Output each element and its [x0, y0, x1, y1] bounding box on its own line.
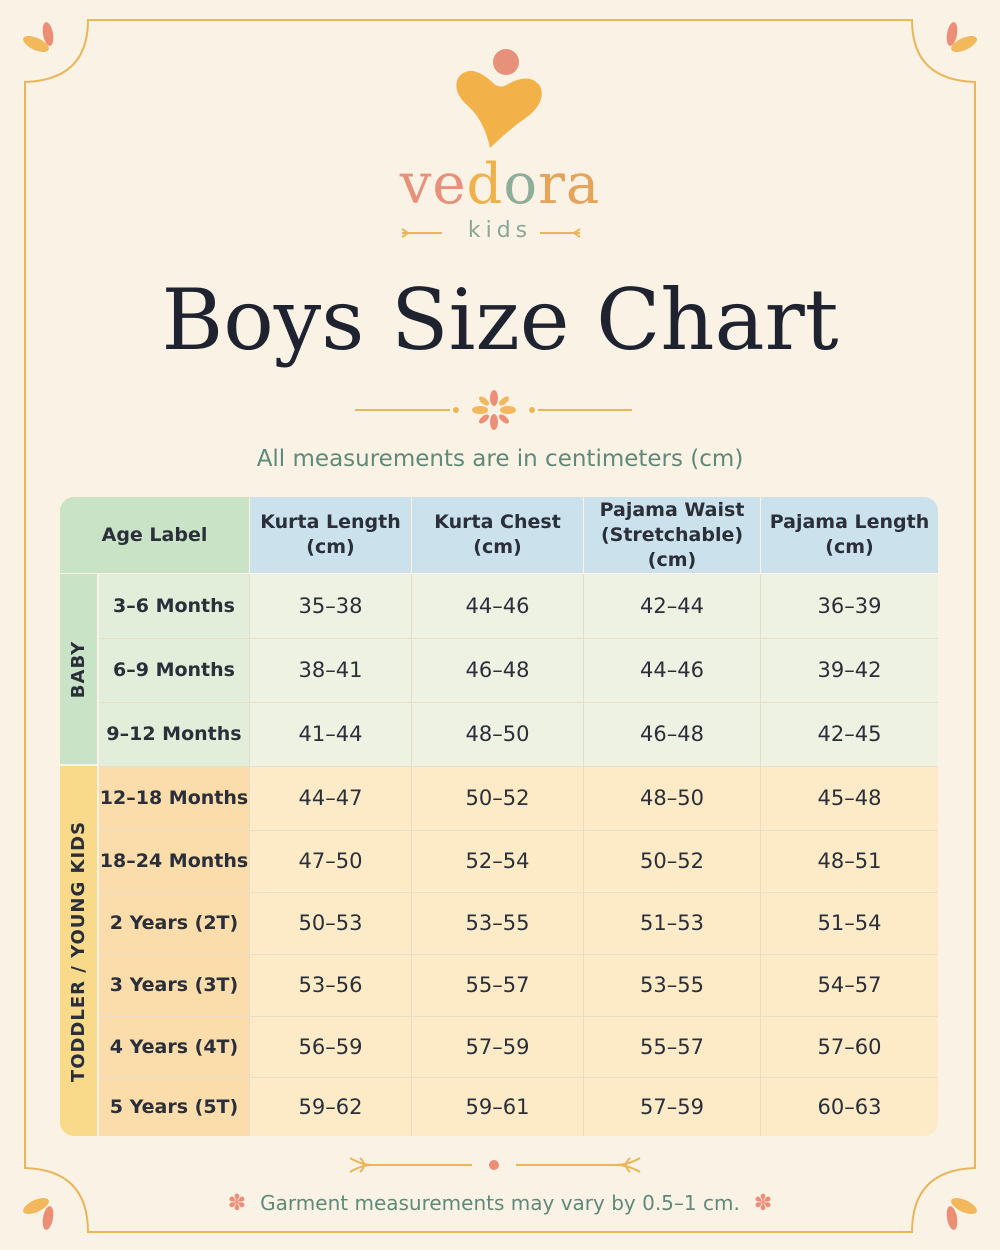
- table-cell: 41–44: [250, 702, 411, 766]
- table-cell: 59–61: [412, 1077, 583, 1136]
- column-header-label: Kurta Chest: [434, 511, 561, 533]
- column-header: Pajama Waist (Stretchable) (cm): [584, 497, 760, 573]
- row-divider: [99, 638, 938, 639]
- table-cell: 38–41: [250, 638, 411, 702]
- table-cell: 50–52: [412, 766, 583, 830]
- table-cell: 53–56: [250, 954, 411, 1016]
- column-header-label: Kurta Length: [260, 511, 401, 533]
- age-label-cell: 3–6 Months: [99, 574, 249, 638]
- age-label-cell: 6–9 Months: [99, 638, 249, 702]
- row-divider: [99, 1077, 938, 1078]
- row-divider: [99, 830, 938, 831]
- table-cell: 46–48: [584, 702, 760, 766]
- page-subtitle: All measurements are in centimeters (cm): [256, 446, 744, 472]
- column-header-label: Pajama Length: [769, 511, 930, 533]
- brand-name: vedora: [0, 150, 1000, 220]
- brand-subname: kids: [467, 218, 533, 243]
- column-header-unit: (Stretchable) (cm): [600, 523, 744, 571]
- sub-brand-ornament: [401, 228, 581, 238]
- column-divider: [411, 574, 412, 1136]
- column-divider: [583, 574, 584, 1136]
- table-cell: 56–59: [250, 1016, 411, 1077]
- table-cell: 57–59: [584, 1077, 760, 1136]
- table-cell: 48–51: [761, 830, 938, 892]
- group-label-text: BABY: [68, 640, 90, 698]
- column-header: Kurta Chest (cm): [412, 497, 583, 573]
- age-label-cell: 12–18 Months: [99, 766, 249, 830]
- group-label-text: TODDLER / YOUNG KIDS: [68, 820, 90, 1082]
- column-header-label: Age Label: [101, 523, 208, 546]
- column-divider: [760, 574, 761, 1136]
- row-divider: [99, 954, 938, 955]
- table-cell: 59–62: [250, 1077, 411, 1136]
- row-divider: [99, 1016, 938, 1017]
- column-divider: [249, 574, 250, 1136]
- table-cell: 50–52: [584, 830, 760, 892]
- column-header-unit: (cm): [473, 536, 522, 558]
- brand-name-part: d: [466, 152, 504, 217]
- table-cell: 53–55: [584, 954, 760, 1016]
- table-cell: 52–54: [412, 830, 583, 892]
- footnote-text: Garment measurements may vary by 0.5–1 c…: [260, 1191, 740, 1215]
- flower-icon: ✽: [753, 1191, 773, 1216]
- table-cell: 57–59: [412, 1016, 583, 1077]
- table-cell: 44–46: [584, 638, 760, 702]
- brand-name-part: o: [503, 152, 539, 217]
- column-header-label: Pajama Waist: [599, 498, 745, 521]
- age-label-cell: 9–12 Months: [99, 702, 249, 766]
- size-chart-table: Age Label Kurta Length (cm) Kurta Chest (cm)…: [60, 497, 938, 1136]
- age-label-cell: 18–24 Months: [99, 830, 249, 892]
- table-cell: 36–39: [761, 574, 938, 638]
- page-title: Boys Size Chart: [161, 271, 839, 369]
- heart-person-icon: [456, 49, 542, 148]
- column-header: Pajama Length (cm): [761, 497, 938, 573]
- age-label-cell: 3 Years (3T): [99, 954, 249, 1016]
- column-header-unit: (cm): [306, 536, 355, 558]
- group-label: BABY: [60, 574, 97, 764]
- table-cell: 53–55: [412, 892, 583, 954]
- table-cell: 51–53: [584, 892, 760, 954]
- table-cell: 50–53: [250, 892, 411, 954]
- table-cell: 48–50: [584, 766, 760, 830]
- table-cell: 48–50: [412, 702, 583, 766]
- table-cell: 60–63: [761, 1077, 938, 1136]
- table-cell: 35–38: [250, 574, 411, 638]
- flower-icon: ✽: [227, 1191, 247, 1216]
- table-cell: 55–57: [584, 1016, 760, 1077]
- table-cell: 55–57: [412, 954, 583, 1016]
- brand-name-part: ra: [538, 152, 601, 217]
- brand-name-part: ve: [399, 152, 467, 217]
- age-label-cell: 4 Years (4T): [99, 1016, 249, 1077]
- table-cell: 47–50: [250, 830, 411, 892]
- title-divider-ornament: [355, 390, 632, 430]
- column-header-unit: (cm): [825, 536, 874, 558]
- table-cell: 54–57: [761, 954, 938, 1016]
- table-cell: 51–54: [761, 892, 938, 954]
- group-label: TODDLER / YOUNG KIDS: [60, 766, 97, 1136]
- age-label-cell: 5 Years (5T): [99, 1077, 249, 1136]
- corner-petal-icons: [23, 22, 977, 1230]
- table-cell: 44–46: [412, 574, 583, 638]
- column-header: Kurta Length (cm): [250, 497, 411, 573]
- row-divider: [99, 702, 938, 703]
- row-divider: [99, 766, 938, 767]
- table-cell: 44–47: [250, 766, 411, 830]
- column-header: Age Label: [60, 497, 249, 573]
- table-cell: 46–48: [412, 638, 583, 702]
- row-divider: [99, 892, 938, 893]
- table-cell: 42–45: [761, 702, 938, 766]
- bottom-divider-ornament: [349, 1157, 641, 1173]
- table-cell: 39–42: [761, 638, 938, 702]
- footnote: ✽ Garment measurements may vary by 0.5–1 …: [0, 1191, 1000, 1216]
- table-cell: 45–48: [761, 766, 938, 830]
- table-cell: 57–60: [761, 1016, 938, 1077]
- age-label-cell: 2 Years (2T): [99, 892, 249, 954]
- table-cell: 42–44: [584, 574, 760, 638]
